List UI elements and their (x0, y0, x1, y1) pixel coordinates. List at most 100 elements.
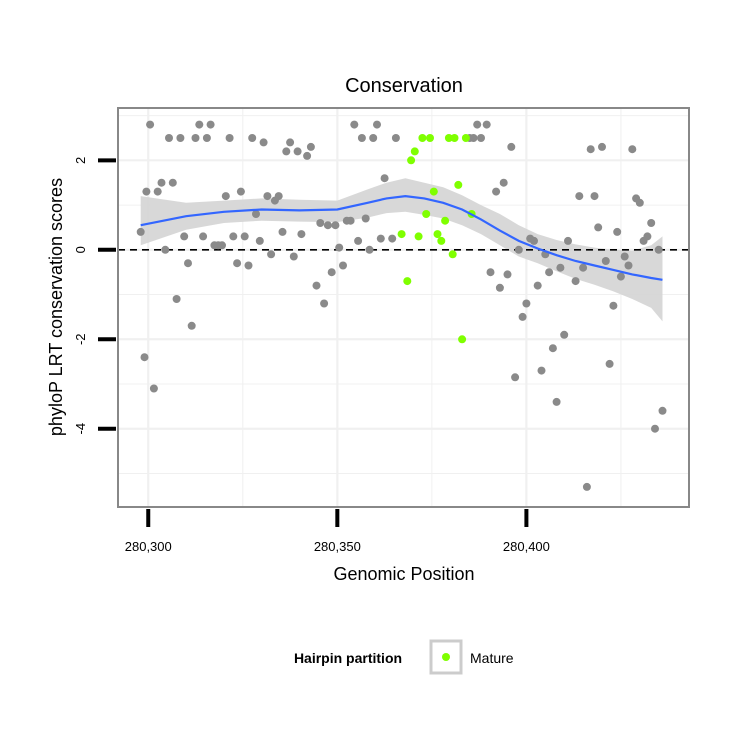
data-point-mature (410, 147, 419, 156)
data-point (533, 281, 542, 290)
data-point (560, 330, 569, 339)
data-point (161, 245, 170, 254)
data-point-mature (433, 230, 442, 239)
data-point (651, 424, 659, 433)
data-point (335, 243, 344, 252)
x-axis-label: Genomic Position (333, 564, 474, 584)
data-point (354, 236, 363, 245)
data-point (507, 142, 516, 151)
data-point (499, 178, 508, 187)
data-point (140, 353, 149, 362)
data-point (259, 138, 268, 147)
data-point (571, 277, 580, 286)
x-axis: 280,300 280,350 280,400 (125, 509, 550, 554)
data-point (380, 174, 389, 183)
data-point (320, 299, 329, 308)
data-point (229, 232, 238, 241)
data-point (388, 234, 397, 243)
chart-title: Conservation (345, 75, 463, 97)
plot-panel (117, 107, 690, 508)
data-point (473, 120, 482, 129)
data-point (248, 134, 257, 142)
data-point (373, 120, 381, 129)
y-tick-label: -2 (73, 333, 88, 345)
data-point (635, 198, 644, 207)
other-points (136, 120, 667, 491)
legend: Hairpin partition Mature (294, 639, 514, 675)
data-point (579, 263, 588, 272)
data-point (613, 227, 622, 236)
data-point (218, 241, 226, 250)
data-point (274, 192, 283, 201)
data-point (252, 210, 260, 218)
data-point (323, 221, 332, 230)
data-point (530, 236, 538, 245)
data-point (482, 120, 491, 129)
data-point (339, 261, 347, 270)
data-point (605, 359, 614, 368)
data-point (365, 245, 374, 254)
data-point (586, 145, 595, 154)
data-point-mature (418, 134, 427, 142)
data-point (176, 134, 185, 142)
data-point-mature (403, 277, 412, 286)
data-point (187, 321, 196, 330)
data-point-mature (441, 216, 450, 225)
data-point (195, 120, 204, 129)
data-point (518, 312, 527, 321)
panel-background (118, 108, 689, 507)
data-point (303, 151, 312, 160)
data-point-mature (461, 134, 470, 142)
data-point (582, 482, 591, 491)
data-point (620, 252, 629, 261)
data-point (643, 232, 652, 241)
data-point (149, 384, 158, 393)
data-point (350, 120, 359, 129)
data-point (552, 397, 561, 406)
y-tick-label: -4 (73, 423, 88, 435)
data-point (616, 272, 625, 281)
data-point (184, 259, 192, 268)
data-point (327, 268, 336, 277)
data-point (575, 192, 584, 201)
data-point (312, 281, 321, 290)
data-point (225, 134, 234, 142)
data-point (486, 268, 495, 277)
y-axis: 2 0 -2 -4 (73, 157, 116, 435)
data-point (658, 406, 667, 415)
data-point (236, 187, 245, 196)
data-point (564, 236, 572, 245)
data-point (511, 373, 520, 382)
data-point (654, 245, 663, 254)
y-tick-label: 2 (73, 157, 88, 164)
x-tick-label: 280,300 (125, 539, 172, 554)
data-point (647, 219, 656, 227)
mature-points (397, 134, 476, 344)
data-point (556, 263, 565, 272)
data-point (157, 178, 166, 187)
y-axis-label: phyloP LRT conservation scores (46, 178, 66, 436)
data-point-mature (397, 230, 406, 239)
data-point (286, 138, 295, 147)
data-point (278, 227, 287, 236)
data-point (233, 259, 242, 268)
data-point (495, 283, 504, 292)
data-point (548, 344, 557, 353)
data-point (221, 192, 230, 201)
data-point-mature (444, 134, 453, 142)
data-point-mature (407, 156, 416, 165)
data-point (357, 134, 366, 142)
data-point (306, 142, 315, 151)
data-point (391, 134, 400, 142)
data-point (514, 245, 523, 254)
data-point (376, 234, 385, 243)
data-point (503, 270, 512, 279)
data-point (282, 147, 291, 156)
data-point (146, 120, 155, 129)
data-point (361, 214, 370, 223)
legend-key-mature-dot (442, 653, 450, 661)
data-point (244, 261, 253, 270)
data-point (206, 120, 215, 129)
